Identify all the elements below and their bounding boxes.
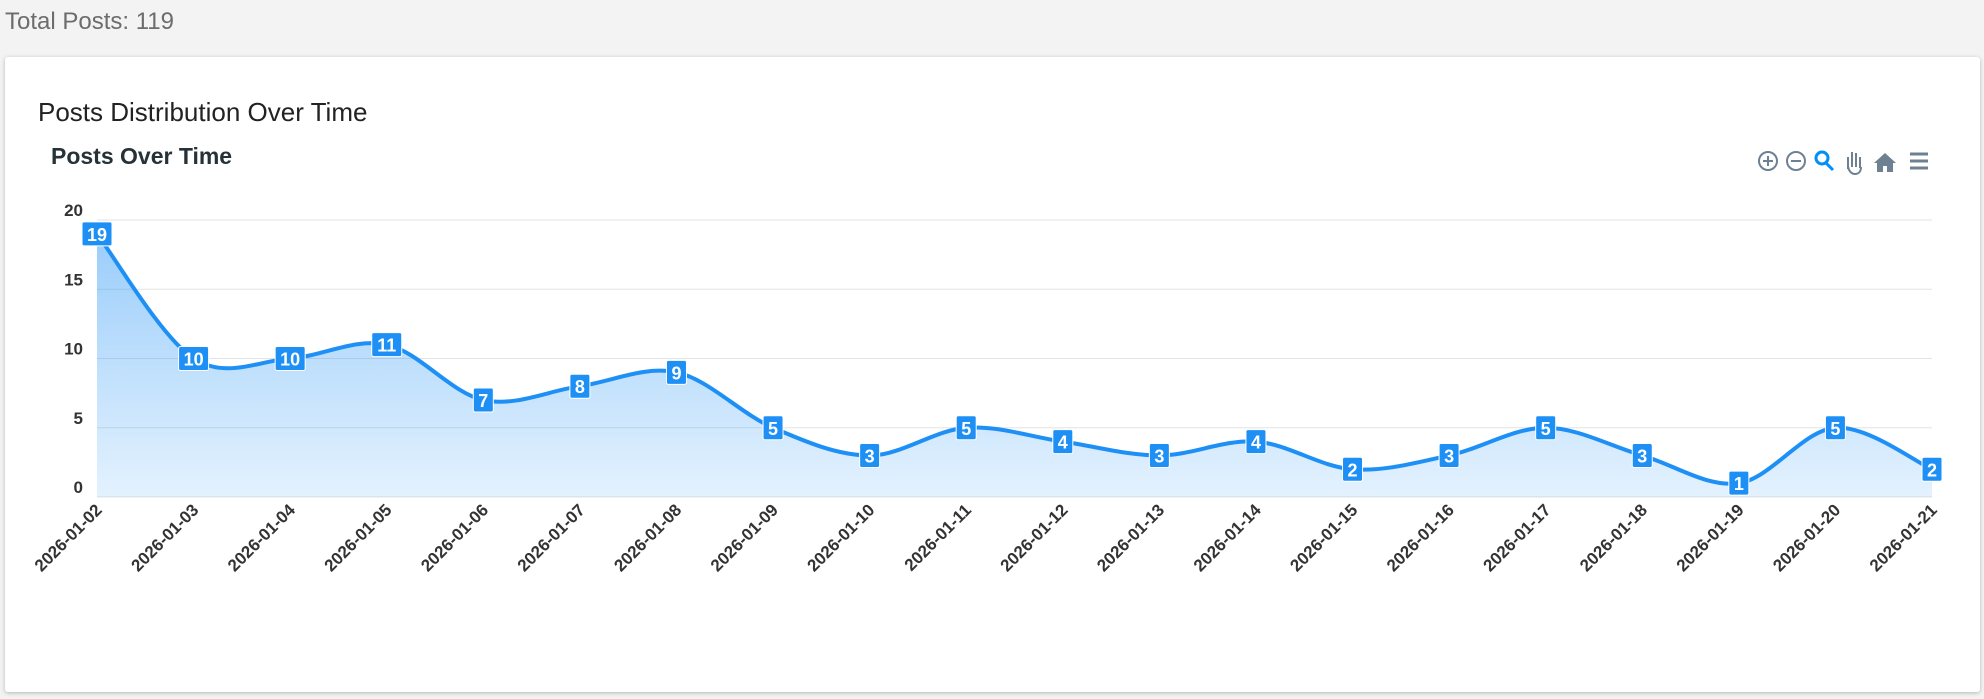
- data-label-box: [1921, 456, 1943, 482]
- data-label-box: [1148, 442, 1170, 468]
- selection-zoom-button[interactable]: [1814, 150, 1835, 172]
- total-value: 119: [135, 8, 174, 35]
- zoom-in-button[interactable]: [1758, 151, 1778, 171]
- x-tick-label: 2026-01-08: [610, 500, 685, 575]
- data-label: 2: [1927, 460, 1937, 480]
- data-label-box: [859, 442, 881, 468]
- x-tick-label: 2026-01-17: [1480, 500, 1555, 575]
- data-label-box: [569, 373, 591, 399]
- chart-title: Posts Over Time: [51, 143, 232, 169]
- x-tick-label: 2026-01-20: [1769, 500, 1844, 575]
- data-label: 1: [1734, 474, 1744, 494]
- card-title: Posts Distribution Over Time: [38, 97, 368, 127]
- toolbar: [1758, 150, 1928, 176]
- data-label-box: [1631, 442, 1653, 468]
- data-label-box: [1535, 415, 1557, 441]
- x-tick-label: 2026-01-05: [321, 500, 396, 575]
- reset-button[interactable]: [1874, 153, 1896, 172]
- x-tick-label: 2026-01-18: [1576, 500, 1651, 575]
- data-label: 3: [1637, 446, 1647, 466]
- x-tick-label: 2026-01-02: [31, 500, 106, 575]
- x-tick-label: 2026-01-10: [804, 500, 879, 575]
- pan-button[interactable]: [1847, 152, 1862, 176]
- x-tick-label: 2026-01-07: [514, 500, 589, 575]
- data-label-box: [1728, 470, 1750, 496]
- data-label: 19: [87, 225, 107, 245]
- data-label: 8: [575, 377, 585, 397]
- x-tick-label: 2026-01-15: [1286, 500, 1361, 575]
- data-label-box: [274, 346, 306, 371]
- data-label-box: [955, 415, 977, 441]
- data-label: 4: [1058, 433, 1068, 453]
- x-tick-label: 2026-01-04: [224, 500, 299, 575]
- data-label: 5: [961, 419, 971, 439]
- data-label-box: [1052, 429, 1074, 455]
- data-label: 9: [671, 363, 681, 383]
- total-posts: Total Posts: 119: [5, 8, 174, 36]
- y-tick-label: 10: [64, 340, 83, 359]
- data-label: 5: [768, 419, 778, 439]
- data-label-box: [178, 346, 210, 371]
- data-label: 5: [1830, 419, 1840, 439]
- data-label: 3: [865, 446, 875, 466]
- x-tick-label: 2026-01-14: [1190, 500, 1265, 575]
- x-tick-label: 2026-01-19: [1673, 500, 1748, 575]
- total-label: Total Posts:: [5, 8, 130, 35]
- data-label-box: [762, 415, 784, 441]
- data-label-box: [665, 359, 687, 385]
- menu-button[interactable]: [1910, 152, 1928, 170]
- data-label-box: [81, 221, 113, 247]
- x-tick-label: 2026-01-12: [997, 500, 1072, 575]
- y-tick-label: 20: [64, 201, 83, 220]
- data-label: 11: [377, 336, 396, 356]
- x-tick-label: 2026-01-09: [707, 500, 782, 575]
- y-tick-label: 5: [74, 409, 83, 428]
- data-label-box: [1824, 415, 1846, 441]
- data-label-box: [472, 387, 494, 413]
- data-label-box: [371, 332, 403, 358]
- data-label-box: [1342, 456, 1364, 482]
- zoom-out-button[interactable]: [1786, 151, 1806, 171]
- x-tick-label: 2026-01-13: [1093, 500, 1168, 575]
- area: [97, 233, 1932, 497]
- data-label-box: [1438, 442, 1460, 468]
- x-tick-label: 2026-01-11: [901, 500, 975, 574]
- data-label: 5: [1541, 419, 1551, 439]
- x-tick-label: 2026-01-03: [127, 500, 202, 575]
- x-tick-label: 2026-01-06: [417, 500, 492, 575]
- data-label: 3: [1154, 446, 1164, 466]
- x-tick-label: 2026-01-16: [1383, 500, 1458, 575]
- x-tick-label: 2026-01-21: [1866, 500, 1941, 575]
- data-label: 10: [280, 350, 300, 370]
- card: Posts Distribution Over Time Posts Over …: [5, 57, 1980, 692]
- data-label: 7: [478, 391, 488, 411]
- data-label: 10: [184, 350, 204, 370]
- y-tick-label: 0: [74, 478, 83, 497]
- data-label: 2: [1348, 460, 1358, 480]
- data-label: 4: [1251, 433, 1261, 453]
- data-label: 3: [1444, 446, 1454, 466]
- data-label-box: [1245, 429, 1267, 455]
- y-tick-label: 15: [64, 270, 83, 289]
